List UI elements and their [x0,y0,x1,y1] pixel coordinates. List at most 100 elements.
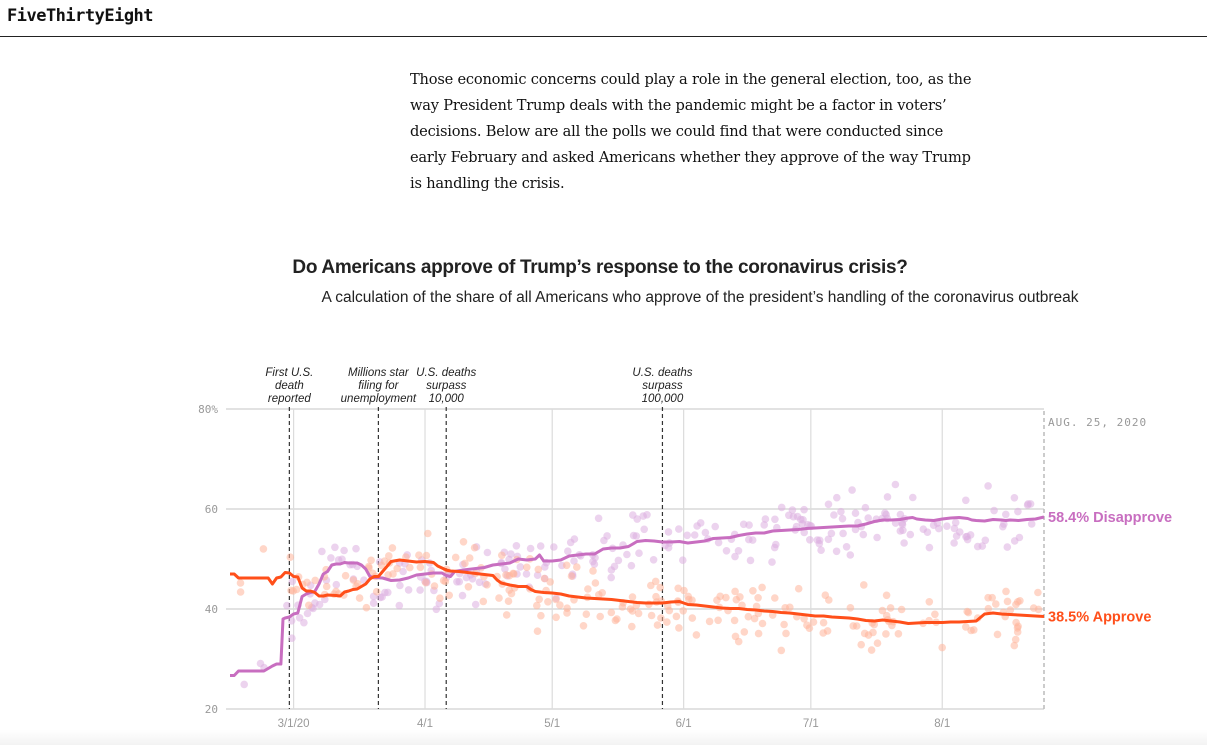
poll-dot [507,550,515,558]
poll-dot [817,546,825,554]
poll-dot [846,604,855,612]
poll-dot [752,602,761,611]
poll-dot [711,522,719,531]
poll-dot [882,611,891,620]
poll-dot [657,614,665,622]
site-logo[interactable]: FiveThirtyEight [7,6,154,26]
poll-dot [471,600,480,609]
event-label: surpass [642,380,683,392]
poll-dot [406,563,414,572]
poll-dot [533,627,542,635]
poll-dot [533,601,541,610]
poll-dot [832,547,841,556]
poll-dot [852,622,861,630]
poll-dot [745,521,753,529]
article-paragraph: Those economic concerns could play a rol… [410,71,972,192]
x-tick-label: 6/1 [676,718,692,730]
poll-dot [878,606,887,615]
poll-dot [780,620,788,629]
poll-dot [1010,537,1019,545]
poll-dot [563,609,571,617]
poll-dot [809,618,818,626]
poll-dot [821,591,830,599]
poll-dot [318,547,326,556]
poll-dot [422,551,431,560]
poll-dot [819,618,828,627]
poll-dot [1006,606,1015,614]
poll-dot [1003,543,1012,551]
poll-dot [950,539,958,547]
y-tick-label: 80% [198,403,218,416]
poll-dot [436,594,444,602]
poll-dot [833,493,841,502]
poll-dot [526,544,535,553]
poll-dot [523,563,531,572]
event-label: surpass [426,380,467,392]
poll-dot [415,551,423,559]
poll-dot [1010,494,1019,502]
event-label: 100,000 [642,393,684,405]
poll-dot [399,567,407,576]
poll-dot [369,599,378,607]
poll-dot [600,536,608,545]
poll-dot [978,542,987,550]
poll-dot [546,578,554,586]
poll-dot [640,525,648,534]
poll-dot [596,612,604,621]
poll-dot [962,623,970,631]
poll-dot [990,506,998,515]
poll-dot [770,543,779,552]
poll-dot [628,607,637,615]
trend-lines [230,515,1045,677]
poll-dot [507,589,516,598]
poll-dot [897,605,906,614]
poll-dot [754,629,763,638]
poll-dot [564,547,572,555]
poll-dot [925,598,934,606]
poll-dot [867,646,876,654]
poll-dot [748,536,757,544]
poll-dot [663,618,671,626]
poll-dot [647,581,655,590]
poll-dot [860,629,869,638]
poll-dot [287,617,296,625]
poll-dot [607,573,615,582]
poll-dot [925,543,934,552]
poll-dot [544,598,552,606]
poll-dot [649,556,658,564]
poll-dot [502,611,511,619]
poll-dot [800,615,808,623]
poll-dot [556,601,564,609]
poll-dot [882,591,891,600]
poll-dot [570,535,579,543]
y-tick-label: 60 [205,503,218,516]
poll-dot [824,535,833,544]
poll-dot [259,545,268,553]
poll-dot [1014,507,1022,516]
poll-dot [509,569,517,578]
event-label: reported [268,393,311,405]
poll-dot [732,595,741,604]
poll-dot [562,561,571,570]
trend-line-approve [230,558,1045,625]
poll-dot [589,557,597,566]
poll-dot [303,609,312,618]
poll-dot [861,503,870,512]
poll-dot [891,480,900,489]
poll-dot [341,571,350,580]
poll-dot [838,514,847,523]
poll-dot [823,627,832,635]
poll-dot [479,597,488,606]
poll-dot [614,556,623,565]
poll-dot [501,565,509,573]
poll-dot [964,608,973,617]
poll-dot [701,528,710,537]
poll-dot [758,583,766,592]
poll-dot [445,591,454,600]
poll-dot [355,594,364,602]
poll-dot [647,611,656,620]
poll-dot [393,564,402,573]
poll-dot [465,554,474,562]
poll-dot [1011,635,1020,644]
